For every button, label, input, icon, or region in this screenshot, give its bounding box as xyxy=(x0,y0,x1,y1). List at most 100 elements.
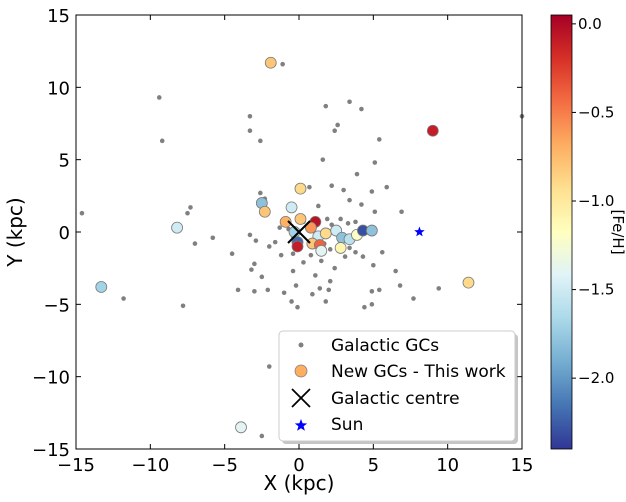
legend-label-galactic-gcs: Galactic GCs xyxy=(331,336,439,356)
galactic-gc-point xyxy=(397,283,403,288)
legend-marker-new-gcs xyxy=(294,364,308,378)
galactic-gc-point xyxy=(281,290,287,296)
galactic-gc-point xyxy=(335,122,340,128)
galactic-gc-point xyxy=(259,274,265,280)
galactic-gc-point xyxy=(353,219,358,225)
galactic-gc-point xyxy=(290,268,296,274)
new-gc-point xyxy=(319,227,332,240)
galactic-gc-point xyxy=(323,299,329,304)
galactic-gc-point xyxy=(266,364,272,369)
galactic-gc-point xyxy=(384,184,390,190)
galactic-gc-point xyxy=(313,273,318,278)
sun-point xyxy=(414,226,425,237)
galactic-gc-point xyxy=(360,254,366,259)
colorbar-tick-label: −2.0 xyxy=(578,369,614,387)
galactic-gc-point xyxy=(265,287,271,293)
galactic-gc-point xyxy=(180,303,186,309)
y-tick-label: −10 xyxy=(32,368,70,389)
galactic-gc-point xyxy=(372,160,378,165)
galactic-gc-point xyxy=(411,296,416,301)
galactic-gc-point xyxy=(347,245,352,251)
new-gc-point xyxy=(285,201,298,214)
galactic-gc-point xyxy=(310,291,315,297)
galactic-gc-point xyxy=(235,287,241,293)
galactic-gc-point xyxy=(79,210,85,216)
galactic-gc-point xyxy=(258,138,263,144)
galactic-gc-point xyxy=(252,289,257,294)
galactic-gc-point xyxy=(289,299,294,304)
galactic-gc-point xyxy=(307,184,312,190)
x-tick-label: −15 xyxy=(57,455,95,476)
x-axis-label: X (kpc) xyxy=(264,471,335,495)
galactic-gc-point xyxy=(359,202,364,207)
galactic-gc-point xyxy=(372,209,378,215)
x-tick-label: 15 xyxy=(511,455,534,476)
galactic-gc-point xyxy=(327,247,333,252)
y-axis-ticks: −15 −10 −5 0 5 10 15 xyxy=(32,6,522,461)
galactic-gc-point xyxy=(290,251,296,256)
y-tick-label: 5 xyxy=(59,151,70,172)
colorbar xyxy=(550,14,573,450)
galactic-gc-point xyxy=(159,138,165,144)
galactic-gc-point xyxy=(369,302,375,307)
new-gc-point xyxy=(334,242,347,254)
colorbar-ticks: 0.0 −0.5 −1.0 −1.5 −2.0 xyxy=(572,15,614,387)
galactic-centre-marker xyxy=(287,220,311,244)
galactic-gc-point xyxy=(436,286,442,291)
galactic-gc-point xyxy=(376,287,382,293)
new-gc-points xyxy=(95,56,475,434)
galactic-gc-point xyxy=(317,286,323,291)
new-gc-point xyxy=(365,224,378,237)
galactic-gc-point xyxy=(266,244,272,249)
galactic-gc-point xyxy=(295,304,300,310)
new-gc-point xyxy=(235,421,247,434)
galactic-gc-point xyxy=(156,95,162,100)
galactic-gc-point xyxy=(308,252,314,258)
legend-box xyxy=(278,330,516,442)
galactic-gc-point xyxy=(329,183,335,189)
galactic-gc-point xyxy=(341,187,346,193)
galactic-gc-point xyxy=(399,209,404,215)
galactic-gc-point xyxy=(354,171,360,177)
colorbar-tick-label: −0.5 xyxy=(578,103,614,121)
scatter-plot xyxy=(79,56,525,439)
new-gc-point xyxy=(304,221,317,234)
galactic-gc-point xyxy=(301,260,306,265)
x-tick-label: −5 xyxy=(211,455,238,476)
galactic-gc-point xyxy=(326,287,332,293)
y-tick-label: −5 xyxy=(43,295,70,316)
legend-label-galactic-centre: Galactic centre xyxy=(331,389,460,409)
y-tick-label: 15 xyxy=(47,6,70,27)
new-gc-point xyxy=(294,213,307,225)
new-gc-point xyxy=(264,56,277,69)
sun-marker xyxy=(414,226,425,237)
galactic-gc-point xyxy=(319,258,324,264)
new-gc-point xyxy=(171,221,183,234)
galactic-gc-point xyxy=(252,261,257,267)
y-axis-label: Y (kpc) xyxy=(3,197,27,267)
galactic-gc-point xyxy=(316,203,321,209)
colorbar-label: [Fe/H] xyxy=(609,209,626,254)
galactic-gc-point xyxy=(324,216,330,222)
x-tick-label: 5 xyxy=(368,455,379,476)
galactic-gc-point xyxy=(338,216,343,222)
new-gc-point xyxy=(95,281,108,293)
galactic-gc-point xyxy=(347,197,352,203)
galactic-gc-point xyxy=(320,157,326,162)
colorbar-tick-label: −1.0 xyxy=(578,192,614,210)
galactic-gc-point xyxy=(371,262,376,268)
galactic-gc-point xyxy=(359,106,364,112)
new-gc-point xyxy=(315,244,328,257)
galactic-gc-point xyxy=(192,241,198,246)
new-gc-point xyxy=(294,182,307,195)
galactic-gc-point xyxy=(253,238,259,243)
galactic-gc-point xyxy=(247,232,253,238)
galactic-gc-point xyxy=(293,283,299,288)
new-gc-point xyxy=(279,215,292,228)
y-tick-label: −15 xyxy=(32,440,70,461)
colorbar-tick-label: 0.0 xyxy=(578,15,602,33)
x-tick-label: 0 xyxy=(293,455,304,476)
legend-label-new-gcs: New GCs - This work xyxy=(331,362,506,382)
galactic-gc-point xyxy=(332,128,337,134)
